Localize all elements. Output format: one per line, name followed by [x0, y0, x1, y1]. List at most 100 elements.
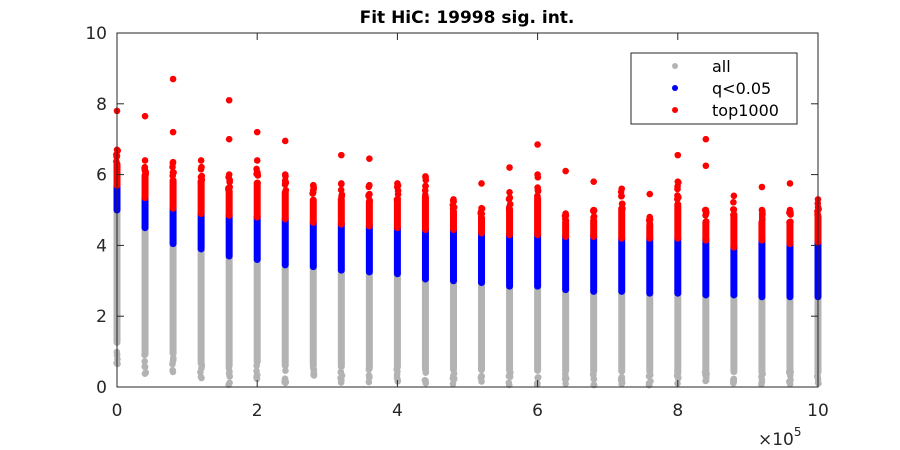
x-tick-label: 6	[532, 401, 543, 421]
chart-title: Fit HiC: 19998 sig. int.	[360, 8, 575, 28]
column-all-point	[282, 367, 289, 375]
column-top1000-point	[254, 172, 262, 179]
column-top1000-point	[254, 179, 261, 187]
column-top1000-point	[590, 213, 598, 220]
top1000-outlier-point	[169, 75, 177, 83]
axis-ticks: 0 2 4 6 8 10 0 2 4 6 8 10	[85, 24, 828, 421]
column-all-point	[561, 375, 569, 383]
column-top1000-point	[506, 194, 514, 202]
top1000-outlier-point	[506, 164, 513, 171]
column-all-point	[310, 369, 318, 376]
column-all-point	[813, 373, 821, 380]
column-all-point	[618, 374, 625, 382]
top1000-outlier-point	[225, 96, 233, 104]
column-all-point	[366, 373, 373, 381]
column-top1000-point	[225, 186, 232, 193]
column-top1000-point	[787, 218, 794, 226]
column-top1000-point	[618, 200, 626, 208]
top1000-outlier-point	[169, 128, 177, 136]
column-top1000-point	[590, 206, 597, 214]
column-all-point	[758, 369, 766, 377]
column-top1000-point	[758, 206, 766, 214]
column-all-point	[253, 373, 260, 381]
top1000-outlier-point	[702, 135, 710, 143]
legend-label-q: q<0.05	[712, 79, 771, 98]
top1000-outlier-point	[281, 137, 289, 145]
top1000-outlier-point	[758, 183, 766, 191]
column-top1000-point	[309, 181, 317, 189]
column-all-point	[253, 362, 260, 369]
y-tick-label: 2	[96, 307, 107, 327]
column-top1000-point	[730, 211, 738, 219]
column-all-point	[785, 378, 793, 386]
column-top1000-point	[730, 198, 737, 206]
column-top1000-point	[674, 178, 682, 185]
data-points	[113, 75, 822, 389]
column-top1000-point	[449, 201, 457, 209]
top1000-outlier-point	[225, 135, 233, 143]
column-all-point	[477, 374, 485, 381]
column-all-point	[394, 376, 401, 383]
column-top1000-point	[505, 203, 513, 211]
legend-marker-all	[672, 63, 678, 69]
plot-frame	[116, 32, 819, 388]
legend-box	[630, 52, 798, 125]
column-all-point	[170, 356, 177, 363]
column-all-point	[282, 379, 289, 387]
column-all-point	[589, 371, 597, 378]
column-top1000-point	[225, 171, 233, 178]
column-top1000-point	[562, 210, 569, 217]
column-all-point	[225, 381, 232, 389]
top1000-outlier-point	[646, 190, 654, 198]
column-top1000-point	[534, 192, 541, 200]
column-all-point	[394, 368, 401, 375]
top1000-outlier-point	[253, 128, 261, 136]
column-top1000-point	[365, 191, 372, 199]
column-all-point	[422, 379, 430, 387]
column-top1000-point	[141, 165, 148, 172]
column-top1000-point	[786, 206, 794, 214]
column-top1000-point	[309, 189, 317, 196]
column-top1000-point	[702, 206, 710, 214]
column-all-point	[534, 374, 542, 381]
column-top1000-point	[366, 197, 374, 204]
column-all-point	[449, 375, 457, 382]
column-top1000-point	[422, 183, 429, 190]
column-top1000-point	[534, 186, 542, 194]
column-top1000-point	[450, 196, 457, 203]
column-all-point	[422, 369, 430, 376]
column-all-point	[365, 378, 373, 386]
column-all-point	[142, 369, 150, 376]
x-tick-label: 2	[252, 401, 263, 421]
column-top1000-point	[198, 176, 206, 184]
column-top1000-point	[394, 180, 401, 187]
column-all-point	[114, 360, 121, 368]
column-top1000-point	[338, 180, 345, 187]
column-top1000-point	[169, 172, 176, 180]
column-all-point	[169, 368, 177, 376]
column-top1000-point	[478, 204, 485, 212]
column-top1000-point	[730, 192, 738, 200]
y-tick-label: 10	[85, 24, 107, 44]
legend-marker-q	[672, 85, 678, 91]
top1000-outlier-point	[562, 167, 569, 175]
column-all-point	[703, 374, 710, 381]
top1000-outlier-point	[702, 162, 710, 170]
column-all-point	[337, 374, 344, 382]
column-all-point	[730, 378, 738, 385]
x-tick-label: 4	[392, 401, 403, 421]
column-top1000-point	[197, 157, 205, 164]
top1000-outlier-point	[338, 151, 345, 159]
x-tick-label: 10	[807, 401, 829, 421]
top1000-outlier-point	[674, 151, 682, 159]
column-top1000-point	[646, 213, 654, 221]
top1000-outlier-point	[534, 141, 541, 148]
column-top1000-point	[394, 195, 402, 203]
column-top1000-point	[253, 157, 261, 164]
column-top1000-point	[141, 157, 149, 164]
top1000-outlier-point	[366, 155, 373, 162]
y-tick-label: 4	[96, 236, 107, 256]
column-all-point	[337, 368, 345, 376]
column-top1000-point	[675, 193, 682, 201]
column-top1000-point	[337, 186, 345, 194]
